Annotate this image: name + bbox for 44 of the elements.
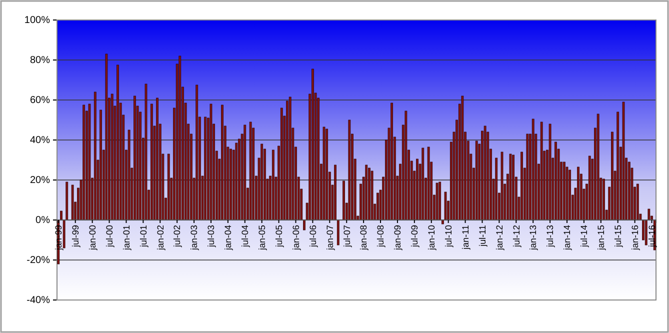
x-tick-label: jul-16 [646,225,657,248]
x-tick-label: jul-15 [613,225,624,248]
x-tick-label: jul-13 [545,225,556,248]
x-tick-label: jul-08 [376,225,386,248]
x-tick-label: jan-07 [324,225,335,252]
x-tick-label: jan-03 [189,225,200,252]
x-tick-label: jan-09 [392,225,403,252]
y-tick-label: 60% [30,95,50,106]
y-tick-label: -40% [26,295,50,306]
x-tick-label: jul-07 [342,225,352,248]
x-tick-label: jan-13 [528,225,538,252]
y-tick-label: 20% [30,175,50,186]
x-tick-label: jan-10 [426,225,437,252]
x-tick-label: jul-10 [443,225,454,248]
y-tick-label: 80% [30,55,50,66]
x-tick-label: jan-02 [155,225,166,252]
y-tick-label: 40% [30,135,50,146]
x-tick-label: jan-00 [87,225,98,252]
x-tick-label: jul-14 [579,225,590,248]
x-tick-label: jul-01 [138,225,148,248]
x-tick-label: jul-04 [240,225,250,248]
x-tick-label: jan-06 [290,225,301,252]
x-tick-label: jul-05 [274,225,284,248]
x-tick-label: jul-03 [206,225,216,248]
x-tick-label: jan-11 [460,225,470,250]
x-tick-label: jul-02 [172,225,182,248]
x-tick-label: jan-08 [358,225,369,252]
x-tick-label: jan-04 [223,225,234,252]
x-tick-label: jul-00 [104,225,114,248]
x-tick-label: jul-06 [308,225,318,248]
y-tick-label: 0% [36,215,50,226]
x-tick-label: jan-15 [596,225,606,252]
y-tick-label: 100% [24,15,50,26]
x-tick-label: jan-99 [54,225,64,252]
y-tick-label: -20% [26,255,50,266]
x-tick-label: jan-12 [494,225,504,252]
x-tick-label: jul-09 [410,225,420,248]
x-tick-label: jan-01 [121,225,132,252]
x-tick-label: jan-05 [256,225,267,252]
x-tick-label: jan-16 [630,225,640,252]
x-tick-label: jul-99 [70,225,81,248]
x-tick-label: jul-12 [511,225,522,248]
x-tick-label: jan-14 [562,225,572,252]
x-tick-label: jul-11 [477,225,488,248]
